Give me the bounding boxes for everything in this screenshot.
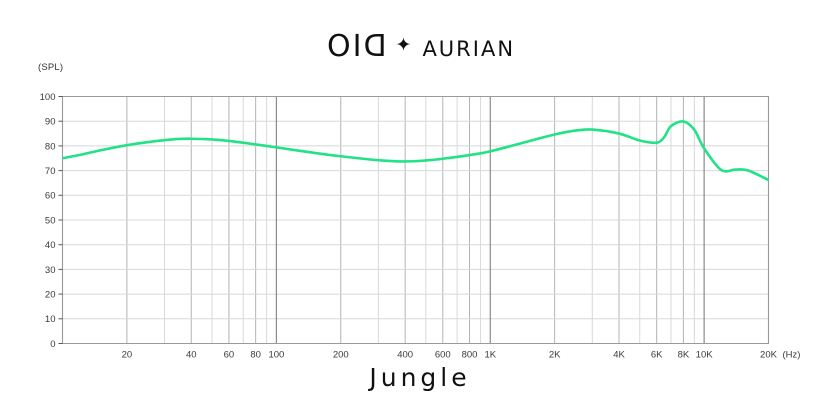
y-axis-tick-label: 0 bbox=[50, 339, 55, 350]
x-axis-tick-label: 6K bbox=[651, 350, 663, 361]
y-axis-tick-label: 80 bbox=[45, 141, 56, 152]
x-axis-tick-label: 1K bbox=[484, 350, 496, 361]
chart-title-text: Jungle bbox=[369, 363, 471, 392]
x-axis-tick-label: 100 bbox=[268, 350, 284, 361]
x-axis-tick-label: 20K bbox=[760, 350, 778, 361]
x-axis-tick-label: 600 bbox=[435, 350, 451, 361]
x-axis-tick-label: 60 bbox=[224, 350, 235, 361]
y-axis-tick-label: 90 bbox=[45, 117, 56, 128]
x-axis-caption: (Hz) bbox=[783, 350, 801, 361]
x-axis-tick-label: 2K bbox=[549, 350, 561, 361]
y-axis-tick-label: 60 bbox=[45, 191, 56, 202]
y-axis-tick-label: 100 bbox=[40, 92, 56, 103]
x-axis-tick-label: 10K bbox=[696, 350, 714, 361]
y-axis-tick-marks bbox=[58, 96, 63, 344]
x-axis-tick-label: 8K bbox=[678, 350, 690, 361]
x-axis-tick-label: 20 bbox=[122, 350, 133, 361]
response-curve-group bbox=[62, 120, 769, 182]
x-axis-tick-label: 40 bbox=[186, 350, 197, 361]
response-curve bbox=[62, 120, 769, 182]
x-axis-tick-labels: 20 40 60 80 100 200 400 600 800 1K 2K 4K 6K 8K 10K 20K bbox=[122, 350, 778, 361]
y-axis-tick-label: 40 bbox=[45, 240, 56, 251]
y-axis-caption: (SPL) bbox=[38, 62, 64, 73]
x-axis-tick-label: 200 bbox=[333, 350, 349, 361]
y-axis-tick-label: 50 bbox=[45, 215, 56, 226]
x-axis-tick-label: 800 bbox=[462, 350, 478, 361]
y-axis-tick-label: 70 bbox=[45, 166, 56, 177]
y-axis-tick-label: 20 bbox=[45, 290, 56, 301]
y-axis-tick-label: 10 bbox=[45, 314, 56, 325]
x-axis-tick-label: 400 bbox=[397, 350, 413, 361]
y-axis-tick-label: 30 bbox=[45, 265, 56, 276]
x-axis-tick-label: 80 bbox=[250, 350, 261, 361]
x-axis-tick-label: 4K bbox=[613, 350, 625, 361]
chart-title: Jungle bbox=[0, 363, 840, 392]
y-axis-tick-labels: 0 10 20 30 40 50 60 70 80 90 100 bbox=[40, 92, 56, 350]
grid-horizontal-lines bbox=[62, 96, 769, 344]
